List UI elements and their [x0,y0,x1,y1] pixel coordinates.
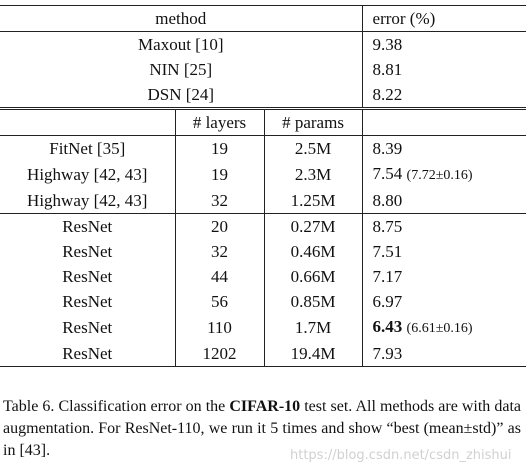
table-row: Highway [42, 43] 32 1.25M 8.80 [0,188,526,214]
error-value: 7.54 [372,164,403,183]
error-value: 8.22 [372,85,403,104]
method-cell: NIN [25] [149,60,213,79]
error-cell: 7.93 [361,341,526,367]
method-cell: Maxout [10] [138,35,224,54]
watermark: https://blog.csdn.net/csdn_zhishui [290,448,512,463]
params-cell: 0.46M [263,239,363,264]
subheader-row: # layers # params [0,108,526,136]
error-value: 6.97 [372,292,403,311]
error-value: 7.17 [372,267,403,286]
error-cell: 8.80 [361,188,526,214]
params-cell: 0.66M [263,264,363,289]
layers-cell: 19 [174,135,264,161]
layers-cell: 44 [174,264,264,289]
layers-cell: 32 [174,239,264,264]
layers-cell: 32 [174,188,264,214]
table-row: ResNet 20 0.27M 8.75 [0,213,526,239]
error-value: 7.93 [372,344,403,363]
params-cell: 1.7M [263,314,363,341]
error-cell: 8.22 [361,82,526,110]
error-value: 8.81 [372,60,403,79]
method-cell: ResNet [62,217,113,236]
table-row: ResNet 32 0.46M 7.51 [0,239,526,264]
method-cell: FitNet [35] [49,139,126,158]
layers-cell: 56 [174,289,264,314]
header-cell: error (%) [361,5,526,32]
table-row: DSN [24] 8.22 [0,82,526,110]
method-cell: Highway [42, 43] [0,188,175,214]
layers-cell: 20 [174,213,264,239]
error-cell: 8.81 [361,57,526,82]
table-row: Maxout [10] 9.38 [0,31,526,57]
error-value: 8.80 [372,191,403,210]
table-body: method error (%) Maxout [10] 9.38 NIN [25]… [0,5,526,367]
caption: Table 6. Classification error on the CIF… [3,396,521,462]
error-cell: 7.54 (7.72±0.16) [361,161,526,188]
params-cell: 1.25M [263,188,363,214]
layers-cell: 1202 [174,341,264,367]
caption-text: test set. All methods are with data augm… [3,398,522,459]
error-value: 6.43 [372,317,403,336]
params-cell: 2.5M [263,135,363,161]
error-cell: 8.75 [361,213,526,239]
caption-text: Classification error on the [58,398,226,415]
method-cell: ResNet [62,318,113,337]
error-value: 8.75 [372,217,403,236]
error-value: 8.39 [372,139,403,158]
error-note: (7.72±0.16) [406,168,473,183]
error-cell: 8.39 [361,135,526,161]
header-cell: method [0,5,363,32]
table-row: ResNet 56 0.85M 6.97 [0,289,526,314]
table-row: ResNet 1202 19.4M 7.93 [0,341,526,367]
blank-cell [0,108,175,136]
subheader-cell: # layers [174,108,264,136]
error-value: 9.38 [372,35,403,54]
error-note: (6.61±0.16) [406,321,473,336]
table-row: ResNet 110 1.7M 6.43 (6.61±0.16) [0,314,526,341]
error-cell: 7.51 [361,239,526,264]
error-cell: 6.97 [361,289,526,314]
table-row: FitNet [35] 19 2.5M 8.39 [0,135,526,161]
layers-cell: 19 [174,161,264,188]
table-row: ResNet 44 0.66M 7.17 [0,264,526,289]
params-cell: 2.3M [263,161,363,188]
error-value: 7.51 [372,242,403,261]
caption-dataset: CIFAR-10 [229,398,301,415]
subheader-cell: # params [263,108,363,136]
table-row: NIN [25] 8.81 [0,57,526,82]
params-cell: 19.4M [263,341,363,367]
error-cell: 9.38 [361,31,526,57]
method-cell: ResNet [62,267,113,286]
header-row: method error (%) [0,5,526,32]
params-cell: 0.27M [263,213,363,239]
params-cell: 0.85M [263,289,363,314]
blank-cell [361,108,526,136]
method-cell: ResNet [62,344,113,363]
layers-cell: 110 [174,314,264,341]
method-cell: Highway [42, 43] [27,165,148,184]
error-cell: 6.43 (6.61±0.16) [361,314,526,341]
method-cell: ResNet [62,242,113,261]
results-table: method error (%) Maxout [10] 9.38 NIN [25]… [0,5,526,367]
caption-label: Table 6. [3,398,55,415]
method-cell: DSN [24] [0,82,363,110]
error-cell: 7.17 [361,264,526,289]
method-cell: ResNet [62,292,113,311]
table-row: Highway [42, 43] 19 2.3M 7.54 (7.72±0.16) [0,161,526,188]
